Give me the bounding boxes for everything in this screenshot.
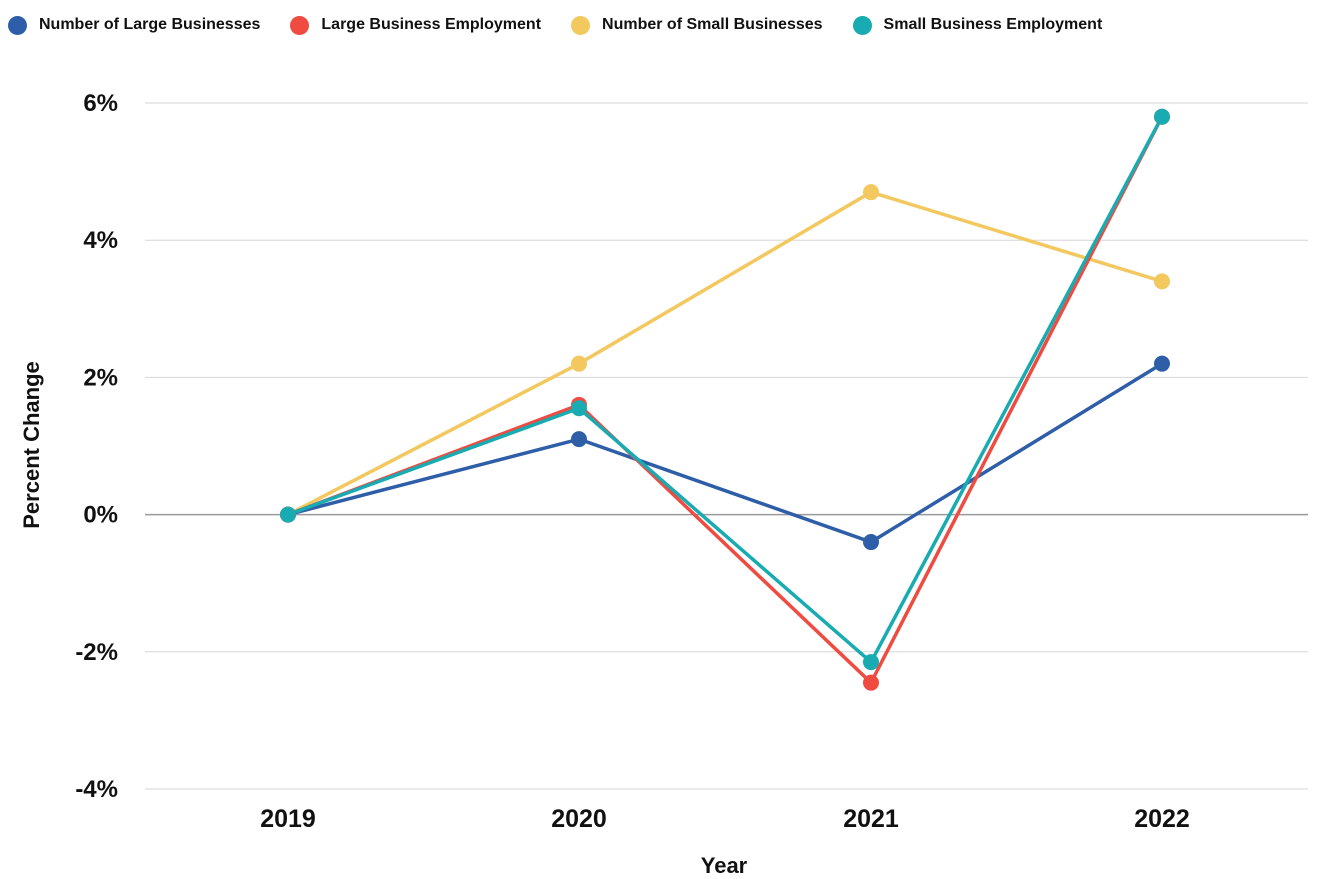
legend-color-swatch [8,15,27,35]
legend-item: Number of Large Businesses [8,10,260,40]
y-tick-label: 6% [83,90,118,117]
data-point-large-business-employment [863,674,879,691]
grid-lines [145,102,1308,790]
x-tick-label: 2020 [551,805,607,833]
data-points [280,108,1170,691]
legend-item: Large Business Employment [290,10,541,40]
y-tick-label: -4% [75,776,118,803]
data-point-small-business-employment [1154,108,1170,125]
legend-item: Small Business Employment [852,10,1103,40]
series-line-large-business-employment [286,114,1164,685]
x-tick-label: 2019 [260,805,316,833]
series-line-number-of-small-businesses [286,190,1164,517]
data-point-small-business-employment [571,400,587,417]
legend-label: Number of Large Businesses [39,16,261,33]
legend-item: Number of Small Businesses [571,10,823,40]
legend-label: Number of Small Businesses [602,16,823,33]
x-axis-title: Year [701,853,748,878]
data-point-small-business-employment [280,506,296,523]
x-tick-label: 2022 [1134,805,1190,833]
legend-color-swatch [852,15,872,35]
data-point-number-of-small-businesses [863,184,879,201]
legend: Number of Large Businesses Large Business… [8,10,1328,40]
x-tick-label: 2021 [843,805,899,833]
data-point-number-of-large-businesses [571,431,587,448]
data-point-number-of-small-businesses [1154,273,1170,290]
y-axis-title: Percent Change [19,361,44,529]
legend-color-swatch [571,15,591,35]
data-point-number-of-large-businesses [1154,355,1170,372]
legend-label: Small Business Employment [883,16,1103,33]
data-point-number-of-small-businesses [571,355,587,372]
axes: -4% -2% 0% 2% 4% 6% 2019 2020 2021 2022 [75,90,1190,833]
data-point-number-of-large-businesses [863,534,879,551]
y-tick-label: -2% [75,639,118,666]
legend-color-swatch [290,15,310,35]
series-lines [286,114,1164,685]
legend-label: Large Business Employment [321,16,542,33]
series-line-small-business-employment [286,114,1164,664]
y-tick-label: 4% [83,227,118,254]
y-tick-label: 2% [83,364,118,391]
y-tick-label: 0% [83,502,118,529]
data-point-small-business-employment [863,654,879,671]
series-line-number-of-large-businesses [286,361,1164,544]
